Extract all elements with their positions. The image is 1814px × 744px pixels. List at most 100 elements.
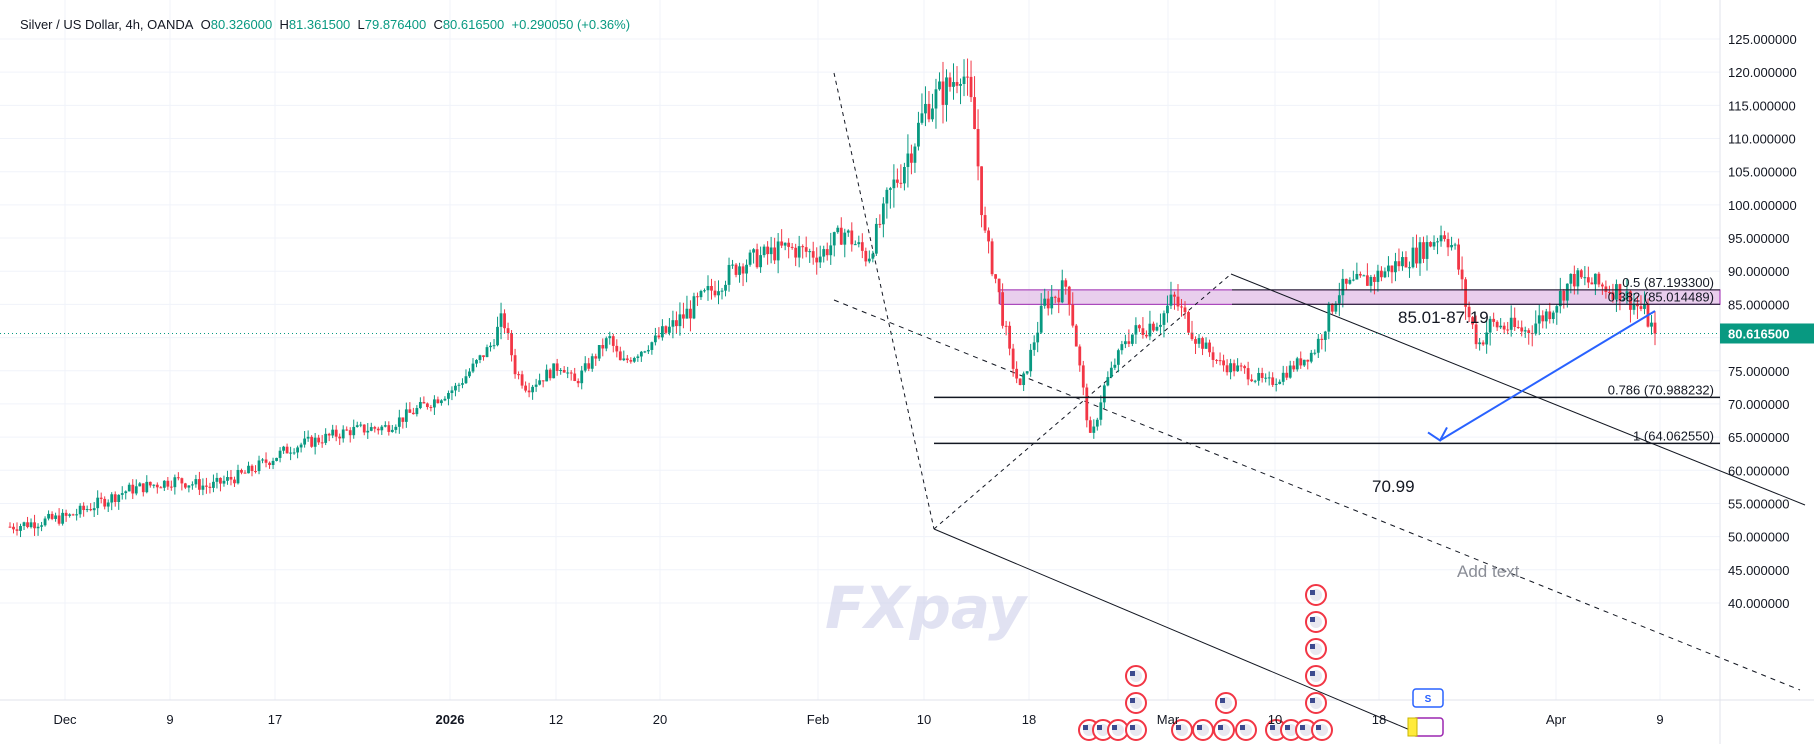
- candle-body: [1197, 338, 1201, 344]
- candle-body: [794, 247, 798, 258]
- candle-body: [1408, 267, 1411, 269]
- candle-body: [678, 314, 682, 327]
- time-tick-label: 17: [268, 712, 282, 727]
- candle-body: [829, 245, 833, 256]
- event-flag-canton: [1310, 671, 1315, 676]
- candle-body: [1509, 317, 1513, 330]
- candle-body: [110, 494, 114, 503]
- candle-body: [215, 477, 219, 482]
- candle-body: [1250, 379, 1254, 382]
- candle-body: [422, 402, 426, 404]
- candle-body: [1222, 360, 1225, 366]
- candle-body: [1176, 296, 1180, 307]
- candle-body: [117, 494, 121, 503]
- candle-body: [580, 370, 584, 384]
- time-axis[interactable]: Dec 9 17 2026 12 20 Feb 10 18 Mar 10 18 Apr 9: [53, 712, 1663, 727]
- candle-body: [1576, 270, 1580, 287]
- candle-body: [962, 76, 966, 84]
- candle-body: [29, 522, 33, 528]
- candle-body: [1380, 270, 1383, 278]
- candle-body: [1572, 273, 1576, 287]
- candle-body: [1032, 342, 1036, 350]
- event-flag-canton: [1310, 698, 1315, 703]
- candle-body: [401, 417, 405, 422]
- candle-body: [106, 502, 110, 507]
- candle-body: [394, 426, 398, 430]
- candle-body: [1499, 325, 1503, 328]
- candle-body: [1011, 348, 1015, 369]
- candle-body: [338, 436, 342, 439]
- candle-body: [871, 253, 875, 259]
- candle-body: [1306, 359, 1310, 362]
- candle-body: [1148, 323, 1152, 337]
- candle-body: [955, 82, 959, 86]
- candlestick-series: [8, 58, 1657, 538]
- candle-body: [1060, 280, 1064, 303]
- event-flag-canton: [1097, 725, 1102, 730]
- candle-body: [120, 493, 124, 495]
- candle-body: [1429, 242, 1432, 247]
- candle-body: [1187, 312, 1190, 333]
- fibonacci-levels[interactable]: 0.5 (87.193300)0.382 (85.014489) 0.786 (7…: [934, 275, 1720, 445]
- candle-body: [853, 244, 857, 246]
- event-flag-icon: [1192, 719, 1214, 741]
- candle-body: [233, 479, 236, 484]
- price-tick-label: 105.000000: [1728, 165, 1797, 180]
- price-tick-label: 90.000000: [1728, 264, 1789, 279]
- candle-body: [1029, 349, 1033, 372]
- trend-drawings[interactable]: [833, 72, 1806, 731]
- candle-body: [541, 380, 545, 382]
- candle-body: [1453, 244, 1457, 246]
- candle-body: [720, 290, 724, 292]
- channel-line-lower: [933, 528, 1411, 731]
- candle-body: [513, 355, 517, 375]
- candle-body: [1446, 239, 1450, 248]
- candle-body: [895, 179, 899, 183]
- candle-body: [1597, 273, 1601, 285]
- candle-body: [169, 486, 173, 488]
- candle-body: [1081, 365, 1085, 388]
- candle-body: [390, 429, 394, 432]
- candle-body: [510, 333, 513, 356]
- candle-body: [71, 514, 75, 516]
- economic-events[interactable]: S: [1078, 584, 1444, 741]
- candle-body: [759, 255, 762, 268]
- candle-body: [461, 383, 464, 385]
- candle-body: [1204, 342, 1208, 349]
- candle-body: [527, 390, 531, 393]
- event-flag-canton: [1270, 725, 1275, 730]
- candle-body: [952, 82, 955, 87]
- candle-body: [1236, 365, 1240, 372]
- symbol-title: Silver / US Dollar, 4h, OANDA: [20, 17, 194, 32]
- candle-body: [966, 76, 969, 78]
- candle-body: [1134, 325, 1138, 335]
- event-flag-icon: [1305, 665, 1327, 687]
- candle-body: [1278, 381, 1282, 384]
- candle-body: [790, 246, 794, 248]
- candle-body: [1394, 261, 1397, 273]
- candle-body: [699, 291, 703, 298]
- candle-body: [660, 326, 664, 338]
- annotations[interactable]: 85.01-87.19 70.99 Add text: [1372, 308, 1656, 581]
- candle-body: [864, 250, 868, 262]
- event-flag-canton: [1083, 725, 1088, 730]
- candle-body: [748, 252, 752, 265]
- candle-body: [857, 242, 861, 245]
- candle-body: [1183, 307, 1187, 313]
- watermark-text: FXpay: [825, 574, 1028, 642]
- candle-body: [433, 399, 436, 408]
- candle-body: [261, 459, 264, 461]
- price-axis[interactable]: 125.000000 120.000000 115.000000 110.000000…: [1728, 32, 1797, 611]
- candle-body: [973, 97, 976, 129]
- candle-body: [1506, 329, 1510, 331]
- candle-body: [82, 505, 86, 511]
- price-tick-label: 55.000000: [1728, 496, 1789, 511]
- candle-body: [1432, 242, 1436, 247]
- candle-body: [327, 433, 331, 436]
- candle-body: [138, 483, 142, 487]
- event-flag-icon: [1125, 692, 1147, 714]
- candle-body: [282, 446, 285, 451]
- candle-body: [601, 345, 605, 349]
- candle-body: [1558, 290, 1562, 307]
